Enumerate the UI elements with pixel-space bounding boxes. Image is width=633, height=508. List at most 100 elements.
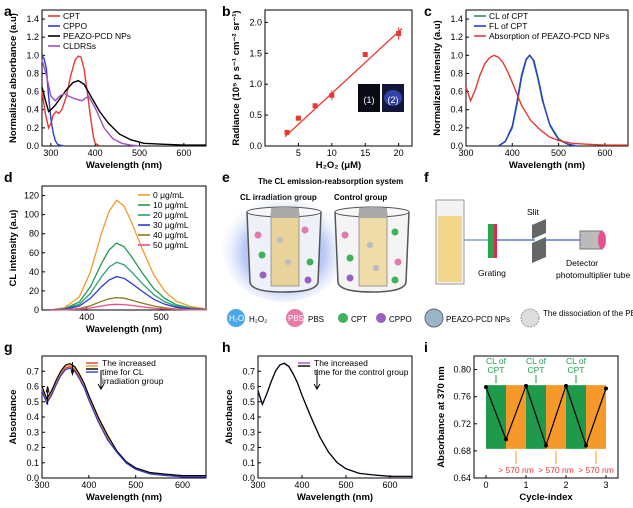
y-tick-label-i-4: 0.80: [453, 365, 471, 375]
y-tick-label-d-3: 60: [29, 248, 39, 258]
cppo-icon: [376, 313, 386, 323]
legend-e-cppo: CPPO: [389, 315, 412, 324]
y-tick-label-h-0: 0.0: [242, 473, 255, 483]
legend-label-d-1: 10 μg/mL: [153, 200, 189, 210]
y-tick-label-a-7: 1.4: [26, 14, 39, 24]
cycle-point-i-3: [544, 443, 548, 448]
y-tick-label-h-5: 0.5: [242, 397, 255, 407]
slit-top: [532, 219, 546, 239]
legend-label-c-1: FL of CPT: [489, 21, 527, 31]
plot-frame-c: [465, 9, 629, 147]
series-line-d-0: [49, 199, 207, 311]
panel-letter-h: h: [222, 339, 231, 355]
panel-letter-d: d: [4, 169, 13, 185]
legend-label-a-1: CPPO: [63, 21, 87, 31]
x-axis-label-a: Wavelength (nm): [86, 160, 162, 171]
panel-letter-c: c: [424, 3, 432, 19]
y-tick-label-g-0: 0.0: [26, 473, 39, 483]
series-line-d-4: [49, 296, 207, 311]
x-tick-label-h-0: 300: [250, 480, 265, 490]
x-tick-label-a-0: 300: [43, 148, 58, 158]
x-tick-label-g-0: 300: [34, 480, 49, 490]
label-tube: photomultiplier tube: [556, 270, 630, 280]
y-tick-label-g-1: 0.1: [26, 458, 39, 468]
x-tick-label-a-2: 500: [132, 148, 147, 158]
y-tick-label-a-5: 1.0: [26, 50, 39, 60]
series-line-h-1: [257, 362, 412, 477]
y-tick-label-d-6: 120: [24, 191, 39, 201]
y-tick-label-a-3: 0.6: [26, 87, 39, 97]
y-tick-label-a-4: 0.8: [26, 68, 39, 78]
y-tick-label-g-2: 0.2: [26, 443, 39, 453]
dissociation-icon: [520, 308, 540, 328]
x-tick-label-h-1: 400: [294, 480, 309, 490]
x-tick-label-b-0: 5: [296, 148, 301, 158]
cycle-point-i-5: [584, 443, 588, 448]
legend-label-d-2: 20 μg/mL: [153, 210, 189, 220]
x-tick-label-g-2: 500: [128, 480, 143, 490]
legend-label-a-0: CPT: [63, 11, 80, 21]
legend-e-cpt: CPT: [351, 315, 367, 324]
legend-label-d-5: 50 μg/mL: [153, 240, 189, 250]
y-axis-label-i: Absorbance at 370 nm: [436, 366, 447, 467]
y-tick-label-g-3: 0.3: [26, 427, 39, 437]
band-i-1: [506, 385, 526, 449]
y-tick-label-c-0: 0.0: [450, 141, 463, 151]
data-point-b-2: [312, 103, 318, 109]
arrowhead-up-g: [45, 386, 50, 393]
data-point-b-1: [295, 115, 301, 121]
bottom-label-i-1: > 570 nm: [538, 465, 574, 475]
y-tick-label-i-0: 0.64: [453, 473, 471, 483]
legend-label-g-2: irradiation group: [102, 376, 164, 386]
legend-label-c-0: CL of CPT: [489, 11, 528, 21]
chart-c: 300 400 500 600 0.0 0.2 0.4 0.6 0.8 1.0 1.2 1.4 Wave…: [432, 9, 629, 171]
y-tick-label-c-2: 0.4: [450, 105, 463, 115]
cycle-point-i-6: [604, 386, 608, 391]
panel-letter-a: a: [4, 3, 12, 19]
y-tick-label-d-5: 100: [24, 210, 39, 220]
slit-bottom: [532, 237, 546, 263]
y-tick-label-h-1: 0.1: [242, 458, 255, 468]
y-tick-label-d-4: 80: [29, 229, 39, 239]
legend-label-d-4: 40 μg/mL: [153, 230, 189, 240]
y-tick-label-h-2: 0.2: [242, 443, 255, 453]
grating: [488, 224, 496, 258]
x-tick-label-d-0: 400: [79, 312, 94, 322]
chart-d: 400 500 0 20 40 60 80 100 120 Wavelength (nm) CL i…: [8, 185, 207, 335]
panel-letter-g: g: [4, 339, 13, 355]
cycle-point-i-1: [504, 437, 508, 442]
y-axis-label-g: Absorbance: [8, 390, 19, 445]
h2o2-icon: [227, 309, 245, 327]
cycle-point-i-4: [564, 383, 568, 388]
legend-label-a-3: CLDRSs: [63, 41, 96, 51]
diagram-f: Slit Grating Detector photomultiplier tu…: [435, 199, 630, 285]
y-tick-label-g-5: 0.5: [26, 397, 39, 407]
inset-label-2: (2): [388, 95, 399, 105]
chart-h: 300 400 500 600 0.0 0.1 0.2 0.3 0.4 0.5 0.6 0.7 Wave…: [224, 355, 413, 503]
x-axis-label-i: Cycle-index: [519, 492, 573, 503]
label-grating: Grating: [478, 268, 506, 278]
y-tick-label-h-3: 0.3: [242, 427, 255, 437]
y-tick-label-c-7: 1.4: [450, 14, 463, 24]
legend-label-h-1: time for the control group: [314, 367, 409, 377]
bottom-label-i-0: > 570 nm: [498, 465, 534, 475]
inset-image-1: [358, 84, 380, 112]
x-tick-label-a-1: 400: [88, 148, 103, 158]
x-tick-label-i-0: 0: [483, 480, 488, 490]
top-label-i-0-b: CPT: [488, 365, 505, 375]
x-tick-label-g-1: 400: [81, 480, 96, 490]
series-line-g-2: [41, 362, 206, 477]
x-tick-label-a-3: 600: [176, 148, 191, 158]
y-tick-label-g-4: 0.4: [26, 412, 39, 422]
y-tick-label-d-1: 20: [29, 286, 39, 296]
top-label-i-2-a: CL of: [566, 356, 587, 366]
chart-b: 5 10 15 20 0.0 0.5 1.0 1.5 2.0 H₂O₂ (μM) Radiance …: [231, 9, 413, 171]
panel-letter-f: f: [424, 169, 429, 185]
x-axis-label-d: Wavelength (nm): [86, 324, 162, 335]
pbs-icon-label: PBS: [288, 314, 304, 323]
inset-label-1: (1): [364, 95, 375, 105]
label-detector: Detector: [566, 258, 598, 268]
h2o2-icon-label: H₂O₂: [229, 314, 247, 323]
particles: [254, 226, 402, 284]
